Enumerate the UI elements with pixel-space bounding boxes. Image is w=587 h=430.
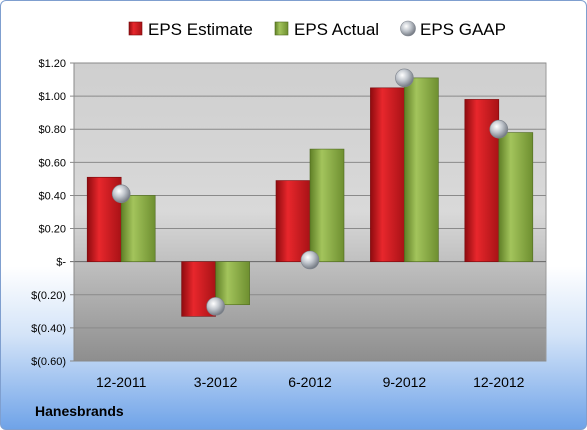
eps-actual-bar	[215, 261, 250, 306]
y-tick-label: $0.40	[38, 190, 66, 202]
legend-label: EPS Estimate	[148, 20, 253, 39]
y-tick-label: $(0.60)	[31, 356, 66, 368]
eps-gaap-point	[111, 184, 131, 204]
eps-gaap-point	[206, 297, 225, 316]
x-category-label: 12-2011	[96, 374, 147, 390]
legend-label: EPS GAAP	[420, 20, 506, 39]
legend-swatch	[274, 21, 289, 36]
eps-actual-bar	[309, 148, 345, 262]
eps-gaap-point	[489, 119, 509, 139]
eps-estimate-bar	[370, 87, 405, 262]
y-tick-label: $1.00	[38, 91, 66, 103]
legend-swatch	[400, 20, 416, 37]
eps-gaap-point	[300, 250, 320, 270]
y-tick-label: $1.20	[38, 58, 66, 70]
x-category-label: 6-2012	[288, 374, 332, 390]
x-category-label: 3-2012	[194, 374, 238, 390]
eps-actual-bar	[404, 77, 439, 262]
y-tick-label: $(0.40)	[31, 323, 66, 335]
eps-estimate-bar	[275, 180, 311, 262]
eps-actual-bar	[498, 132, 534, 262]
y-tick-label: $0.20	[38, 224, 66, 236]
legend-swatch	[128, 21, 143, 36]
y-tick-label: $0.60	[38, 157, 66, 169]
x-category-label: 12-2012	[473, 374, 525, 390]
y-tick-label: $-	[56, 257, 66, 269]
chart-legend: EPS Estimate EPS Actual EPS GAAP	[128, 20, 506, 39]
company-name: Hanesbrands	[35, 403, 124, 419]
y-tick-label: $(0.20)	[31, 290, 66, 302]
legend-label: EPS Actual	[294, 20, 379, 39]
x-category-label: 9-2012	[383, 374, 427, 390]
eps-gaap-point	[395, 68, 414, 88]
y-tick-label: $0.80	[38, 124, 66, 136]
eps-actual-bar	[120, 195, 156, 262]
